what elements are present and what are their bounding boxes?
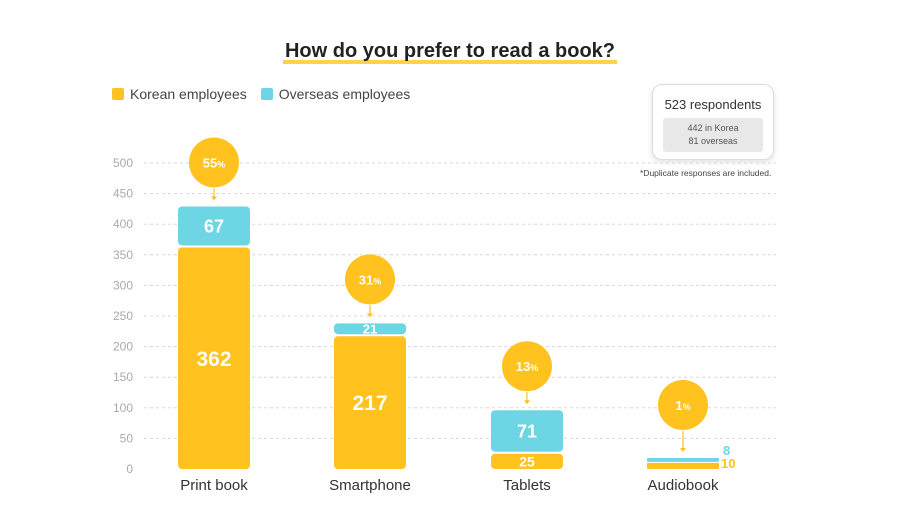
percent-arrow-head-smartphone: [367, 313, 373, 318]
y-tick-label-450: 450: [113, 187, 133, 201]
percent-bubble-tablets: [502, 341, 552, 392]
y-tick-label-200: 200: [113, 340, 133, 354]
percent-label-print-book: 55%: [203, 155, 225, 170]
legend: Korean employees Overseas employees: [112, 86, 424, 102]
percent-label-tablets: 13%: [516, 359, 538, 374]
y-tick-label-100: 100: [113, 401, 133, 415]
y-tick-label-500: 500: [113, 156, 133, 170]
y-tick-label-300: 300: [113, 278, 133, 292]
x-tick-label-smartphone: Smartphone: [329, 477, 411, 494]
bar-korean-print-book: [178, 247, 250, 469]
label-overseas-audiobook: 8: [723, 443, 730, 458]
percent-label-smartphone: 31%: [359, 272, 381, 287]
legend-label-korean: Korean employees: [130, 86, 247, 102]
bar-overseas-audiobook: [647, 457, 719, 462]
respondents-korea: 442 in Korea: [687, 123, 739, 133]
label-overseas-print-book: 67: [204, 216, 224, 236]
x-tick-label-audiobook: Audiobook: [648, 477, 719, 494]
respondents-note: *Duplicate responses are included.: [640, 168, 772, 178]
legend-item-korean: Korean employees: [112, 86, 247, 102]
label-korean-audiobook: 10: [721, 456, 735, 471]
percent-arrow-head-audiobook: [680, 447, 686, 452]
y-tick-label-250: 250: [113, 309, 133, 323]
bar-overseas-print-book: [178, 206, 250, 246]
percent-bubble-smartphone: [345, 254, 395, 305]
bar-overseas-smartphone: [334, 323, 406, 335]
bar-korean-smartphone: [334, 336, 406, 469]
chart-title: How do you prefer to read a book?: [282, 40, 618, 64]
label-overseas-smartphone: 21: [363, 321, 377, 336]
percent-label-audiobook: 1%: [675, 398, 690, 413]
percent-bubble-audiobook: [658, 380, 708, 430]
label-korean-smartphone: 217: [352, 392, 387, 415]
y-tick-label-150: 150: [113, 370, 133, 384]
percent-arrow-head-print-book: [211, 196, 217, 201]
percent-arrow-head-tablets: [524, 400, 530, 405]
legend-label-overseas: Overseas employees: [278, 86, 411, 102]
bar-korean-tablets: [491, 453, 563, 469]
y-tick-label-350: 350: [113, 248, 133, 262]
respondents-detail: 442 in Korea 81 overseas: [663, 118, 763, 152]
y-tick-label-50: 50: [120, 431, 134, 445]
respondents-overseas: 81 overseas: [688, 136, 738, 146]
label-korean-tablets: 25: [519, 453, 535, 469]
legend-swatch-korean: [112, 88, 124, 100]
respondents-box: 523 respondents 442 in Korea 81 overseas: [652, 84, 774, 160]
percent-bubble-print-book: [189, 137, 239, 188]
x-tick-label-print-book: Print book: [180, 477, 248, 494]
respondents-total: 523 respondents: [664, 97, 762, 112]
label-overseas-tablets: 71: [517, 421, 537, 441]
bar-korean-audiobook: [647, 462, 719, 469]
y-tick-label-400: 400: [113, 217, 133, 231]
label-korean-print-book: 362: [196, 348, 231, 371]
y-tick-label-0: 0: [126, 462, 133, 476]
legend-item-overseas: Overseas employees: [260, 86, 411, 102]
x-tick-label-tablets: Tablets: [503, 477, 551, 494]
legend-swatch-overseas: [260, 88, 273, 100]
bar-overseas-tablets: [491, 410, 563, 452]
